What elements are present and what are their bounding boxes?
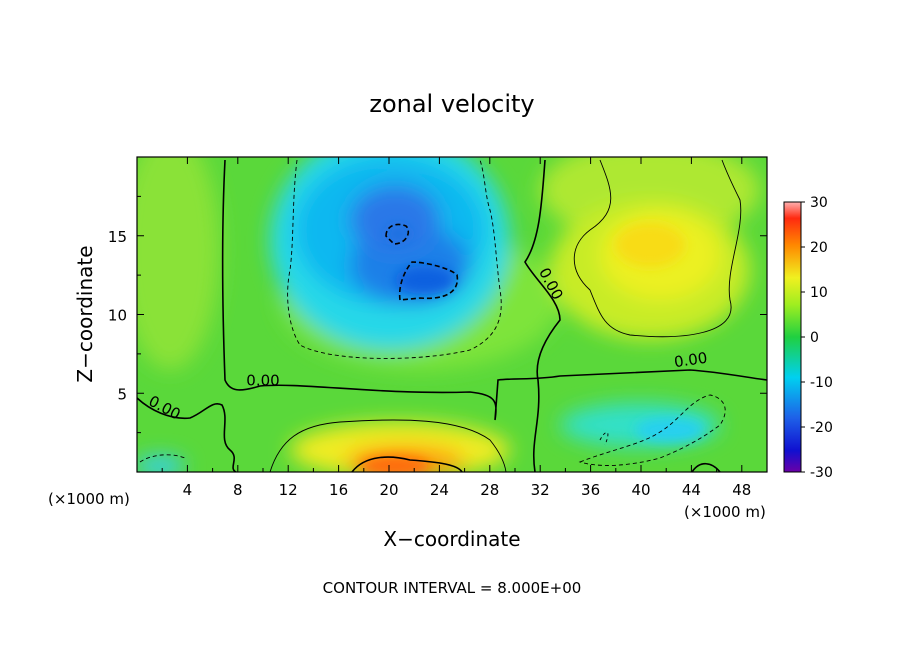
x-axis-label: X−coordinate [383, 527, 520, 551]
colorbar [783, 201, 802, 473]
x-unit-right: (×1000 m) [684, 503, 766, 521]
colorbar-tick-label: 20 [810, 240, 828, 256]
x-tick-label: 4 [183, 481, 193, 499]
contour-interval-note: CONTOUR INTERVAL = 8.000E+00 [323, 579, 582, 597]
x-tick-label: 28 [480, 481, 499, 499]
x-tick-label: 48 [732, 481, 751, 499]
x-tick-label: 16 [329, 481, 348, 499]
y-axis-label: Z−coordinate [73, 245, 97, 382]
x-tick-label: 24 [430, 481, 449, 499]
colorbar-tick-label: -20 [810, 420, 833, 436]
colorbar-tick-label: 10 [810, 285, 828, 301]
chart-title: zonal velocity [369, 90, 534, 118]
heatmap-field [137, 157, 767, 472]
x-tick-label: 20 [379, 481, 398, 499]
x-unit-left: (×1000 m) [48, 490, 130, 508]
y-tick-label: 5 [117, 385, 127, 403]
colorbar-tick-label: -30 [810, 465, 833, 481]
x-tick-label: 12 [279, 481, 298, 499]
colorbar-tick-label: -10 [810, 375, 833, 391]
x-tick-label: 40 [631, 481, 650, 499]
colorbar-tick-label: 30 [810, 195, 828, 211]
contour-label: 0.00 [673, 349, 709, 371]
y-tick-label: 10 [108, 307, 127, 325]
x-tick-label: 36 [581, 481, 600, 499]
x-axis: 4 8 12 16 20 24 28 32 36 40 44 48 [161, 157, 751, 499]
colorbar-ticks: 30 20 10 0 -10 -20 -30 [801, 195, 833, 481]
y-tick-label: 15 [108, 228, 127, 246]
y-axis: 5 10 15 [108, 195, 767, 434]
colorbar-tick-label: 0 [810, 330, 819, 346]
contour-label: 0.00 [246, 371, 279, 389]
x-tick-label: 8 [233, 481, 243, 499]
x-tick-label: 44 [682, 481, 701, 499]
x-tick-label: 32 [531, 481, 550, 499]
